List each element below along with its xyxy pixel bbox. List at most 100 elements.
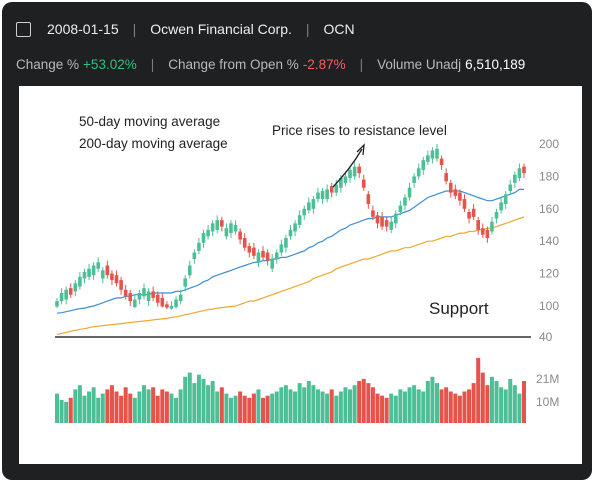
volume-bar	[439, 389, 444, 423]
volume-bar	[412, 385, 417, 423]
candle-body	[220, 220, 224, 227]
candle-body	[73, 283, 78, 292]
volume-bar	[343, 387, 348, 423]
candle-body	[197, 242, 201, 251]
volume-bar	[238, 391, 243, 423]
volume-bar	[366, 383, 371, 423]
volume-bar	[123, 387, 128, 423]
candle-body	[261, 250, 265, 258]
candle-body	[448, 182, 453, 193]
volume-bar	[174, 397, 179, 423]
volume-bar	[499, 387, 504, 423]
volume-bar	[380, 395, 385, 423]
volume-bar	[489, 376, 494, 423]
candle-body	[133, 299, 137, 308]
volume-bar	[251, 393, 256, 423]
candle-body	[380, 216, 384, 227]
volume-bar	[512, 385, 517, 423]
volume-bar	[398, 389, 403, 423]
candle-body	[485, 229, 490, 238]
candle-body	[302, 208, 307, 216]
candle-body	[334, 184, 339, 193]
volume-bar	[416, 389, 421, 423]
volume-bar	[453, 393, 458, 423]
candle-body	[91, 265, 96, 276]
candle-body	[169, 306, 174, 309]
candle-body	[78, 276, 82, 287]
select-checkbox[interactable]	[16, 21, 31, 37]
separator: |	[132, 21, 137, 37]
volume-bar	[306, 381, 311, 423]
volume-bar	[228, 397, 233, 423]
candle-body	[508, 184, 513, 191]
volume-bar	[68, 397, 73, 423]
volume-bar	[384, 397, 389, 423]
volume-bar	[91, 387, 96, 423]
price-tick-label: 180	[539, 169, 559, 183]
volume-bar	[329, 389, 334, 423]
volume-bar	[206, 385, 211, 423]
candle-body	[151, 291, 155, 298]
arrowhead-icon	[356, 143, 365, 156]
volume-bar	[87, 391, 92, 423]
support-label: Support	[429, 299, 489, 318]
candle-body	[119, 280, 123, 290]
date-label: 2008-01-15	[47, 21, 119, 37]
candle-body	[274, 252, 279, 260]
candle-body	[476, 220, 481, 230]
volume-bar	[467, 389, 472, 423]
candle-body	[471, 208, 476, 217]
price-tick-label: 140	[539, 234, 559, 248]
volume-bar	[169, 393, 174, 423]
volume-bar	[334, 395, 339, 423]
candle-body	[421, 160, 426, 170]
volume-bar	[448, 391, 453, 423]
volume-bar	[155, 395, 160, 423]
volume-tick-label: 10M	[536, 395, 559, 409]
candle-body	[100, 270, 105, 279]
volume-bar	[64, 402, 69, 423]
price-tick-label: 160	[539, 202, 559, 216]
price-tick-label: 40	[539, 330, 553, 344]
candle-body	[160, 297, 165, 307]
candle-body	[165, 304, 169, 308]
candle-body	[123, 289, 128, 297]
volume-bar	[348, 389, 353, 423]
price-tick-label: 120	[539, 267, 559, 281]
ticker-symbol: OCN	[323, 21, 355, 37]
volume-bar	[402, 391, 407, 423]
volume-bar	[293, 391, 298, 423]
candle-body	[416, 168, 421, 177]
candle-body	[458, 192, 462, 201]
volume-bar	[297, 383, 302, 423]
resistance-annotation: Price rises to resistance level	[272, 123, 447, 138]
candle-body	[297, 215, 302, 225]
candle-body	[279, 244, 284, 253]
candle-body	[293, 223, 297, 232]
candle-body	[201, 233, 206, 243]
candle-body	[426, 155, 430, 162]
volume-bar	[421, 391, 426, 423]
candle-body	[114, 275, 119, 284]
volume-bar	[192, 383, 197, 423]
candle-body	[242, 237, 247, 248]
candle-body	[192, 252, 197, 260]
volume-bar	[320, 391, 325, 423]
candle-body	[366, 194, 371, 204]
volume-bar	[55, 393, 59, 423]
volume-bar	[151, 387, 156, 423]
candle-body	[252, 247, 256, 256]
candle-body	[96, 262, 101, 269]
candle-body	[480, 228, 485, 235]
price-tick-label: 100	[539, 299, 559, 313]
volume-bar	[256, 389, 261, 423]
candle-body	[320, 190, 325, 200]
candle-body	[453, 189, 458, 196]
candle-body	[407, 187, 412, 198]
volume-bar	[114, 391, 119, 423]
candle-body	[435, 148, 439, 159]
candle-body	[110, 273, 114, 281]
volume-bar	[462, 391, 467, 423]
candle-body	[398, 205, 403, 213]
candle-body	[64, 289, 68, 300]
